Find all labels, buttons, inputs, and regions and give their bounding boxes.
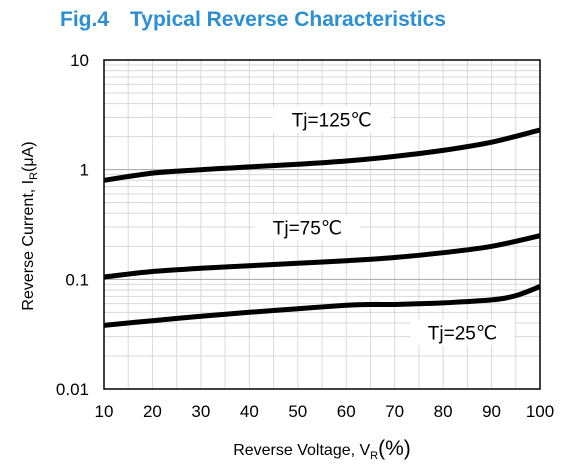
- y-tick-label: 1: [80, 161, 89, 180]
- x-axis-label-sub: R: [370, 450, 378, 462]
- y-axis-label-main: Reverse Current, I: [20, 180, 37, 311]
- series-line-1: [103, 233, 541, 280]
- x-tick-label: 10: [95, 402, 114, 421]
- y-tick-labels: 0.01 0.1 1 10: [56, 51, 89, 399]
- chart-title: Fig.4 Typical Reverse Characteristics: [60, 8, 446, 31]
- x-axis-label-unit: (%): [378, 437, 411, 460]
- x-tick-labels: 10 20 30 40 50 60 70 80 90 100: [95, 402, 555, 421]
- x-tick-label: 40: [240, 402, 259, 421]
- plot-frame: [103, 59, 541, 390]
- x-tick-label: 20: [143, 402, 162, 421]
- x-tick-label: 50: [288, 402, 307, 421]
- series-label-bg: [410, 319, 515, 346]
- x-tick-label: 60: [337, 402, 356, 421]
- series-label-bg: [272, 106, 391, 133]
- series-line-2: [103, 284, 541, 328]
- x-tick-label: 100: [526, 402, 554, 421]
- y-axis-label: Reverse Current, IR(μA): [20, 141, 40, 310]
- y-tick-label: 10: [70, 51, 89, 70]
- y-axis-label-unit: (μA): [20, 141, 37, 172]
- series-label-1: Tj=75℃: [273, 219, 342, 240]
- x-tick-label: 80: [434, 402, 453, 421]
- x-tick-label: 30: [191, 402, 210, 421]
- x-tick-label: 70: [385, 402, 404, 421]
- x-axis-label: Reverse Voltage, VR(%): [233, 437, 411, 462]
- series-label-bg: [254, 214, 361, 241]
- series-label-0: Tj=125℃: [292, 111, 372, 132]
- x-axis-label-main: Reverse Voltage, V: [233, 442, 370, 459]
- y-axis-label-sub: R: [28, 172, 40, 180]
- series-label-2: Tj=25℃: [428, 324, 497, 345]
- series-group: [103, 127, 541, 328]
- series-labels: Tj=125℃ Tj=75℃ Tj=25℃: [254, 106, 515, 346]
- y-tick-label: 0.01: [56, 380, 89, 399]
- x-tick-label: 90: [482, 402, 501, 421]
- y-tick-label: 0.1: [65, 270, 89, 289]
- series-line-0: [103, 127, 541, 183]
